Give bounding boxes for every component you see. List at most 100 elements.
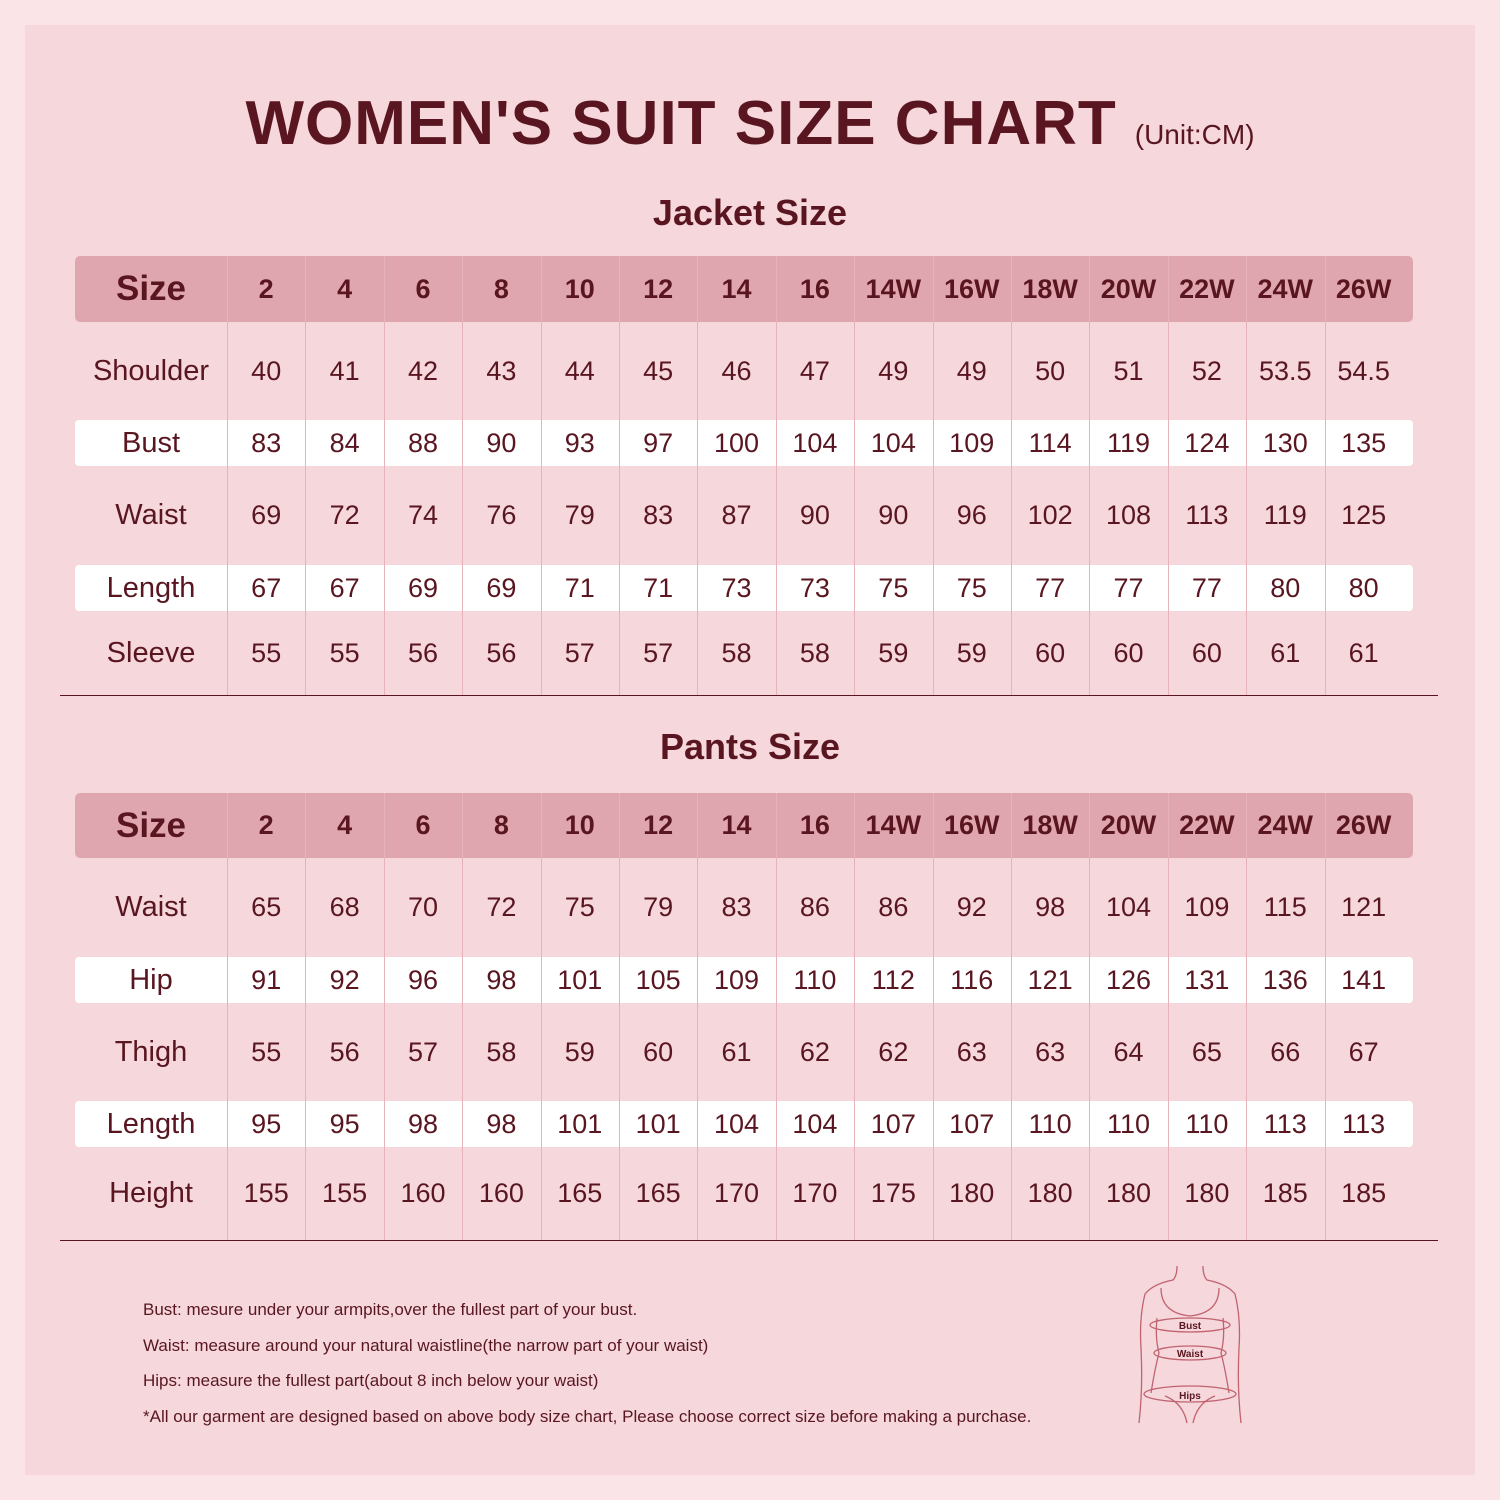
table-cell: 56 xyxy=(486,637,517,668)
table-cell: 95 xyxy=(251,1108,282,1139)
size-column-header: 18W xyxy=(1022,273,1078,304)
table-cell: 98 xyxy=(486,1108,517,1139)
table-cell: 100 xyxy=(714,427,760,458)
table-cell: 126 xyxy=(1105,964,1152,995)
table-cell: 46 xyxy=(721,355,752,386)
table-cell: 104 xyxy=(714,1108,760,1139)
table-cell: 119 xyxy=(1263,500,1307,530)
table-header-row: Size 2 4 6 8 10 12 14 16 14W 16W 18W 20W 22W 24W 26W xyxy=(75,793,1413,858)
table-row: Shoulder 40 41 42 43 44 45 46 47 49 49 50 51 52 53.5 54… xyxy=(75,322,1413,420)
row-label: Length xyxy=(106,1107,196,1140)
unit-label: (Unit:CM) xyxy=(1134,119,1255,150)
table-cell: 121 xyxy=(1027,964,1073,995)
page-title: WOMEN'S SUIT SIZE CHART (Unit:CM) xyxy=(0,88,1500,159)
table-cell: 180 xyxy=(949,1178,995,1208)
column-divider xyxy=(932,256,934,695)
row-label: Thigh xyxy=(114,1035,188,1068)
table-cell: 101 xyxy=(557,1108,603,1139)
table-cell: 165 xyxy=(635,1178,681,1208)
note-disclaimer: *All our garment are designed based on a… xyxy=(143,1406,1032,1426)
table-cell: 102 xyxy=(1027,500,1073,530)
table-cell: 180 xyxy=(1184,1178,1230,1208)
table-cell: 113 xyxy=(1185,500,1229,530)
table-cell: 124 xyxy=(1184,427,1230,458)
table-cell: 67 xyxy=(329,572,360,603)
table-row: Hip 91 92 96 98 101 105 109 110 112 116 121 126 131 13… xyxy=(75,957,1413,1003)
table-cell: 95 xyxy=(329,1108,360,1139)
table-cell: 131 xyxy=(1184,964,1230,995)
column-divider xyxy=(1167,793,1169,1240)
table-cell: 61 xyxy=(1270,637,1301,668)
table-cell: 45 xyxy=(643,355,674,386)
table-cell: 175 xyxy=(870,1178,916,1208)
table-cell: 170 xyxy=(714,1178,760,1208)
column-divider xyxy=(1089,256,1091,695)
column-divider xyxy=(697,256,699,695)
table-cell: 109 xyxy=(1184,892,1230,922)
table-cell: 107 xyxy=(949,1108,995,1139)
table-cell: 70 xyxy=(407,892,438,922)
table-cell: 76 xyxy=(486,500,517,530)
table-cell: 69 xyxy=(251,500,282,530)
table-cell: 41 xyxy=(329,355,360,386)
table-cell: 62 xyxy=(878,1036,909,1067)
column-divider xyxy=(1324,256,1326,695)
row-label: Height xyxy=(109,1177,193,1209)
figure-label-waist: Waist xyxy=(1177,1349,1204,1360)
size-column-header: 24W xyxy=(1257,810,1314,840)
table-cell: 101 xyxy=(557,964,603,995)
table-cell: 58 xyxy=(486,1036,517,1067)
size-column-header: 16 xyxy=(799,810,830,840)
column-divider xyxy=(1246,793,1248,1240)
size-column-header: 20W xyxy=(1100,810,1157,840)
column-divider xyxy=(383,793,385,1240)
table-cell: 185 xyxy=(1341,1178,1387,1208)
table-cell: 42 xyxy=(407,355,438,386)
table-row: Length 67 67 69 69 71 71 73 73 75 75 77 77 77 80 80 xyxy=(75,565,1413,611)
table-cell: 77 xyxy=(1113,572,1144,603)
table-cell: 60 xyxy=(1191,637,1222,668)
figure-label-bust: Bust xyxy=(1179,1321,1202,1332)
table-cell: 58 xyxy=(799,637,830,668)
column-divider xyxy=(697,793,699,1240)
table-cell: 135 xyxy=(1341,427,1387,458)
table-cell: 119 xyxy=(1106,427,1151,458)
size-column-header: 2 xyxy=(258,810,274,840)
column-divider xyxy=(619,256,620,695)
table-cell: 79 xyxy=(564,500,595,530)
table-cell: 136 xyxy=(1262,964,1308,995)
measurement-notes: Bust: mesure under your armpits,over the… xyxy=(143,1300,1031,1442)
column-divider xyxy=(1089,793,1091,1240)
table-cell: 104 xyxy=(1105,892,1152,922)
pants-divider xyxy=(60,1240,1438,1241)
table-cell: 72 xyxy=(486,892,517,922)
size-column-header: 24W xyxy=(1257,273,1314,304)
table-cell: 62 xyxy=(799,1036,830,1067)
table-cell: 90 xyxy=(878,500,909,530)
title-text: WOMEN'S SUIT SIZE CHART xyxy=(245,89,1117,158)
size-column-header: 14W xyxy=(865,273,922,304)
table-cell: 125 xyxy=(1341,500,1387,530)
table-cell: 180 xyxy=(1027,1178,1073,1208)
column-divider xyxy=(932,793,934,1240)
table-cell: 54.5 xyxy=(1337,355,1390,386)
table-cell: 83 xyxy=(721,892,752,922)
column-divider xyxy=(462,793,464,1240)
jacket-section-title: Jacket Size xyxy=(652,192,848,233)
table-cell: 40 xyxy=(251,355,282,386)
jacket-divider xyxy=(60,695,1438,696)
size-column-header: 22W xyxy=(1179,810,1235,840)
table-cell: 86 xyxy=(799,892,830,922)
table-cell: 63 xyxy=(956,1036,987,1067)
table-cell: 63 xyxy=(1035,1036,1066,1067)
table-cell: 69 xyxy=(407,572,438,603)
table-cell: 108 xyxy=(1105,500,1152,530)
table-cell: 116 xyxy=(950,964,994,995)
size-column-header: 26W xyxy=(1335,810,1392,840)
size-header-label: Size xyxy=(115,805,187,845)
table-cell: 51 xyxy=(1113,355,1144,386)
table-cell: 170 xyxy=(792,1178,838,1208)
size-column-header: 16W xyxy=(943,273,1000,304)
table-cell: 59 xyxy=(956,637,987,668)
table-cell: 90 xyxy=(799,500,830,530)
